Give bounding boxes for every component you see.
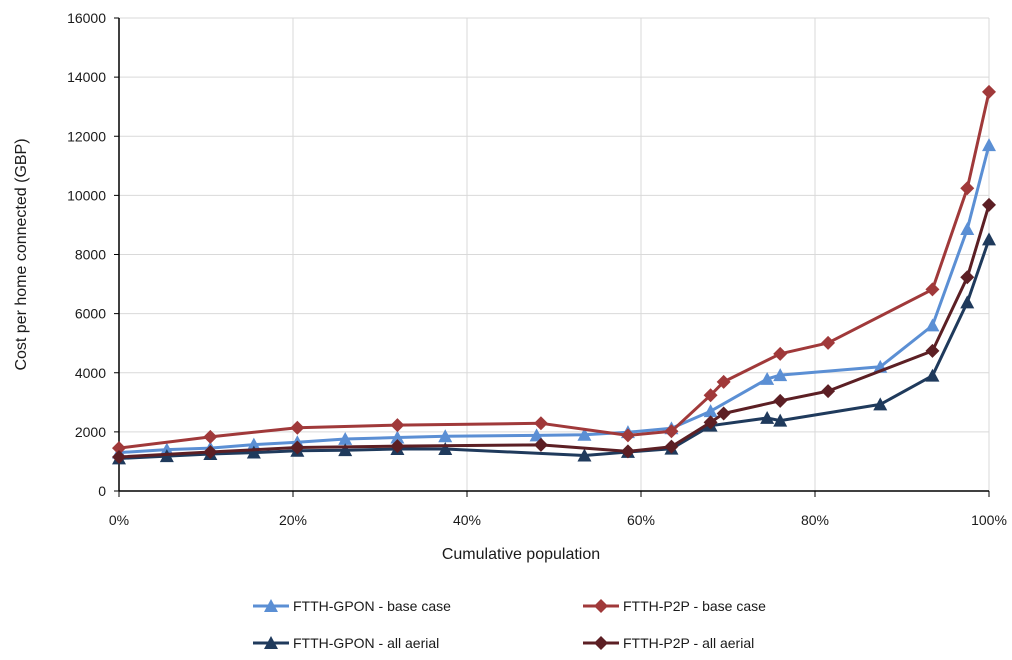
data-point <box>982 197 996 212</box>
legend-item: FTTH-GPON - base case <box>253 598 451 614</box>
legend-item: FTTH-P2P - base case <box>583 598 766 614</box>
data-point <box>982 84 996 99</box>
series-line <box>118 91 991 450</box>
data-point <box>390 430 405 444</box>
data-point <box>703 404 718 418</box>
series-line <box>118 238 991 460</box>
y-axis-title: Cost per home connected (GBP) <box>13 138 30 370</box>
data-point <box>925 343 940 358</box>
data-point <box>112 450 126 465</box>
series-layer <box>112 84 996 465</box>
grid <box>119 17 990 491</box>
y-tick-label: 2000 <box>75 424 106 440</box>
legend-label: FTTH-P2P - all aerial <box>623 635 754 651</box>
data-point <box>290 420 305 435</box>
x-tick-label: 100% <box>971 512 1007 528</box>
data-point <box>438 442 453 455</box>
series-line <box>118 204 991 459</box>
data-point <box>982 138 996 152</box>
data-point <box>533 416 548 431</box>
legend-label: FTTH-P2P - base case <box>623 598 766 614</box>
y-tick-label: 16000 <box>67 10 106 26</box>
series-3 <box>112 232 996 465</box>
data-point <box>529 428 544 442</box>
data-point <box>664 424 679 439</box>
y-tick-label: 12000 <box>67 128 106 144</box>
data-point <box>716 406 731 421</box>
data-point <box>773 368 788 382</box>
data-point <box>821 384 836 399</box>
data-point <box>773 346 788 361</box>
data-point <box>873 397 888 411</box>
data-point <box>773 413 788 427</box>
data-point <box>821 335 836 350</box>
x-tick-label: 20% <box>279 512 307 528</box>
data-point <box>338 443 353 457</box>
legend-label: FTTH-GPON - base case <box>293 598 451 614</box>
data-point <box>664 439 679 454</box>
data-point <box>246 445 261 459</box>
x-tick-label: 80% <box>801 512 829 528</box>
series-4 <box>112 197 996 465</box>
x-tick-label: 0% <box>109 512 129 528</box>
data-point <box>716 374 731 389</box>
legend-marker <box>594 599 608 613</box>
y-tick-label: 4000 <box>75 365 106 381</box>
x-tick-label: 60% <box>627 512 655 528</box>
data-point <box>159 442 174 456</box>
data-point <box>760 371 775 385</box>
data-point <box>203 444 218 459</box>
data-point <box>925 318 940 332</box>
data-point <box>338 431 353 445</box>
x-axis-title: Cumulative population <box>442 546 600 563</box>
y-tick-label: 10000 <box>67 187 106 203</box>
legend-marker <box>264 636 278 649</box>
data-point <box>390 439 405 454</box>
data-point <box>533 437 548 452</box>
data-point <box>390 418 405 433</box>
legend-label: FTTH-GPON - all aerial <box>293 635 439 651</box>
legend-item: FTTH-P2P - all aerial <box>583 635 754 651</box>
data-point <box>577 448 592 462</box>
data-point <box>703 388 718 403</box>
legend-item: FTTH-GPON - all aerial <box>253 635 439 651</box>
data-point <box>982 232 996 246</box>
data-point <box>620 444 635 459</box>
data-point <box>620 428 635 443</box>
data-point <box>290 440 305 455</box>
series-2 <box>112 84 996 456</box>
axes: 0 2000 4000 6000 8000 10000 12000 14000 16000 0% 2… <box>13 10 1007 563</box>
legend: FTTH-GPON - base case FTTH-P2P - base cas… <box>253 598 766 651</box>
y-tick-label: 6000 <box>75 306 106 322</box>
data-point <box>925 282 940 297</box>
y-tick-label: 0 <box>98 483 106 499</box>
data-point <box>577 427 592 441</box>
legend-marker <box>594 636 608 650</box>
data-point <box>703 415 718 430</box>
data-point <box>112 441 126 456</box>
data-point <box>246 437 261 451</box>
series-1 <box>112 138 996 459</box>
data-point <box>925 368 940 382</box>
data-point <box>203 429 218 444</box>
data-point <box>960 181 975 196</box>
data-point <box>960 222 975 236</box>
y-tick-label: 14000 <box>67 69 106 85</box>
legend-marker <box>264 599 278 612</box>
data-point <box>773 393 788 408</box>
data-point <box>760 410 775 424</box>
data-point <box>960 270 975 285</box>
data-point <box>960 295 975 309</box>
y-tick-label: 8000 <box>75 247 106 263</box>
x-tick-label: 40% <box>453 512 481 528</box>
data-point <box>438 429 453 443</box>
